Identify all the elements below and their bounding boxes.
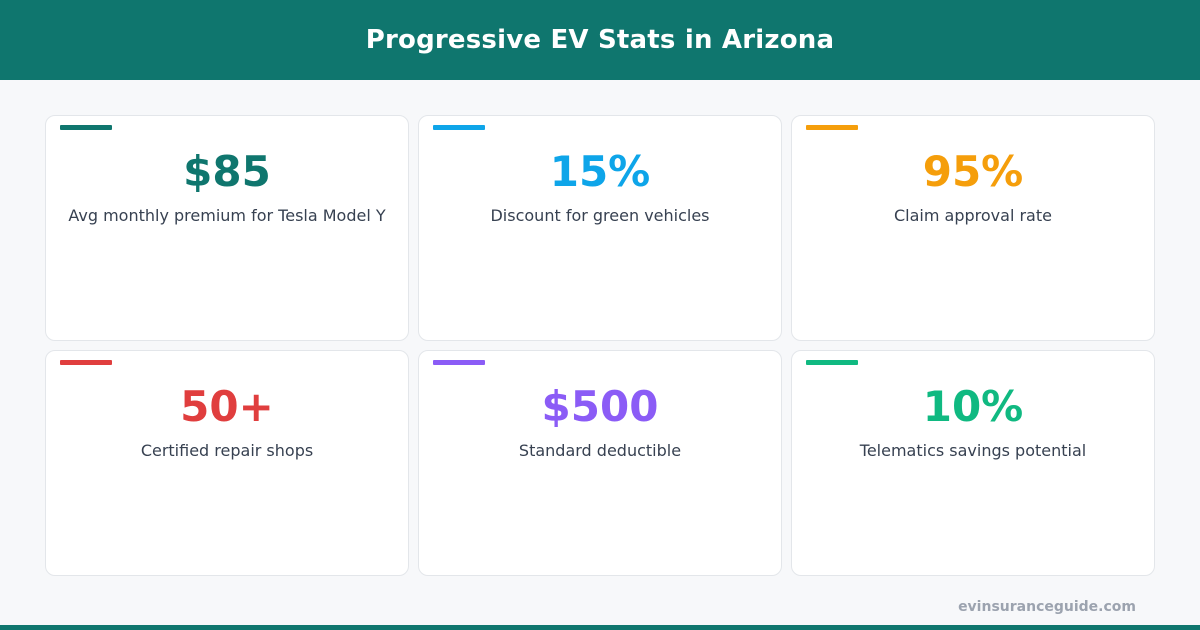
accent-bar xyxy=(433,125,485,130)
stat-value: 50+ xyxy=(180,382,274,431)
stat-value: $500 xyxy=(541,382,659,431)
stat-value: 10% xyxy=(922,382,1024,431)
header-banner: Progressive EV Stats in Arizona xyxy=(0,0,1200,80)
stat-label: Avg monthly premium for Tesla Model Y xyxy=(68,206,386,225)
stat-label: Certified repair shops xyxy=(140,441,314,460)
stat-card: $500 Standard deductible xyxy=(418,350,782,576)
accent-bar xyxy=(60,125,112,130)
bottom-bar xyxy=(0,625,1200,630)
stat-label: Standard deductible xyxy=(518,441,682,460)
stat-value: 15% xyxy=(549,147,651,196)
accent-bar xyxy=(60,360,112,365)
stats-grid: $85 Avg monthly premium for Tesla Model … xyxy=(45,115,1155,576)
stat-card: 15% Discount for green vehicles xyxy=(418,115,782,341)
stat-label: Telematics savings potential xyxy=(859,441,1087,460)
stat-value: 95% xyxy=(922,147,1024,196)
site-watermark: evinsuranceguide.com xyxy=(958,599,1136,615)
stat-card: $85 Avg monthly premium for Tesla Model … xyxy=(45,115,409,341)
stat-value: $85 xyxy=(183,147,271,196)
accent-bar xyxy=(806,360,858,365)
stat-card: 10% Telematics savings potential xyxy=(791,350,1155,576)
page-title: Progressive EV Stats in Arizona xyxy=(365,25,835,55)
accent-bar xyxy=(433,360,485,365)
stat-label: Claim approval rate xyxy=(894,206,1052,225)
stat-card: 95% Claim approval rate xyxy=(791,115,1155,341)
stat-label: Discount for green vehicles xyxy=(490,206,710,225)
accent-bar xyxy=(806,125,858,130)
stat-card: 50+ Certified repair shops xyxy=(45,350,409,576)
